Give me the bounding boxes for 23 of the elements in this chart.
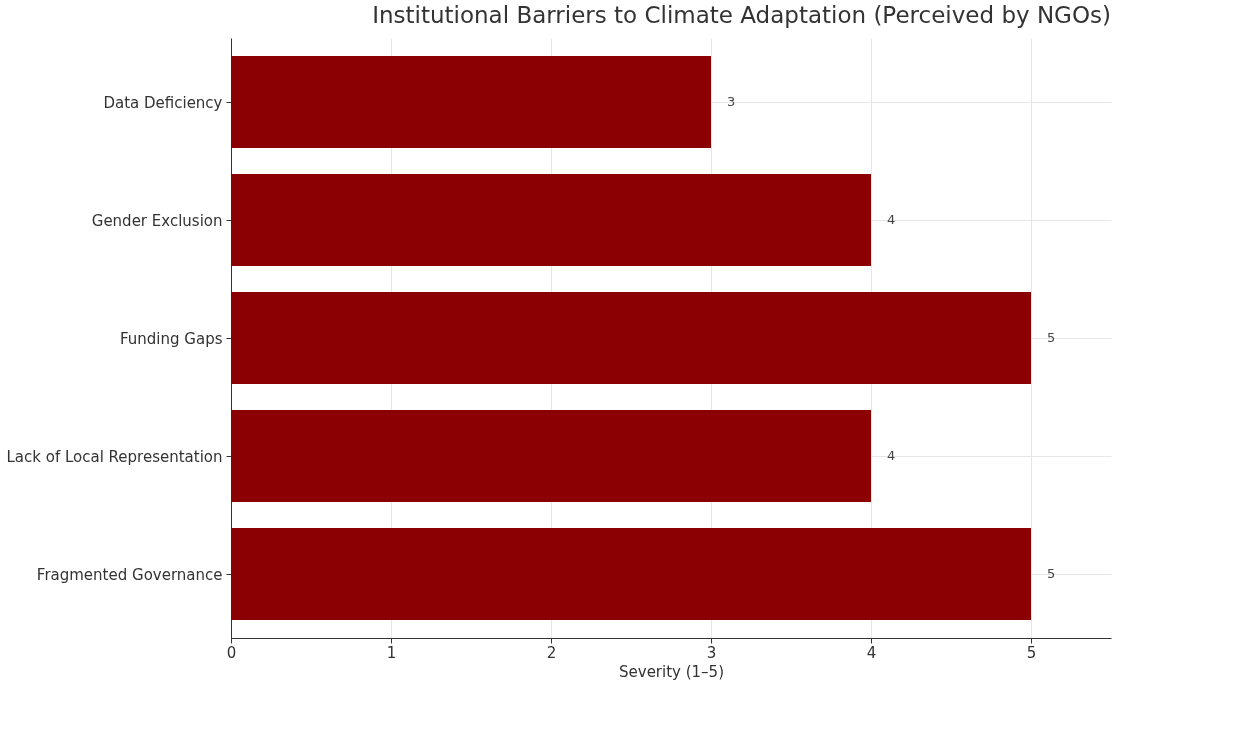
bar [231, 528, 1031, 620]
x-tick-label: 3 [706, 643, 717, 662]
y-tick-label: Data Deficiency [103, 93, 223, 112]
y-tick-label: Funding Gaps [120, 329, 223, 348]
x-axis-title: Severity (1–5) [618, 662, 725, 681]
x-tick-label: 5 [1026, 643, 1037, 662]
x-tick-label: 0 [226, 643, 237, 662]
data-label: 5 [1047, 566, 1056, 581]
data-label: 5 [1047, 330, 1056, 345]
data-label: 4 [887, 448, 896, 463]
x-tick-label: 4 [866, 643, 877, 662]
data-label: 4 [887, 212, 896, 227]
bar [231, 174, 871, 266]
y-tick-label: Fragmented Governance [36, 565, 223, 584]
x-tick-label: 1 [386, 643, 397, 662]
bar [231, 56, 711, 148]
y-tick-label: Gender Exclusion [91, 211, 223, 230]
bar [231, 292, 1031, 384]
bar [231, 410, 871, 502]
data-label: 3 [727, 94, 736, 109]
chart-title: Institutional Barriers to Climate Adaptation (Perceived by NGOs) [372, 2, 1111, 28]
y-tick-label: Lack of Local Representation [6, 447, 223, 466]
x-tick-label: 2 [546, 643, 557, 662]
